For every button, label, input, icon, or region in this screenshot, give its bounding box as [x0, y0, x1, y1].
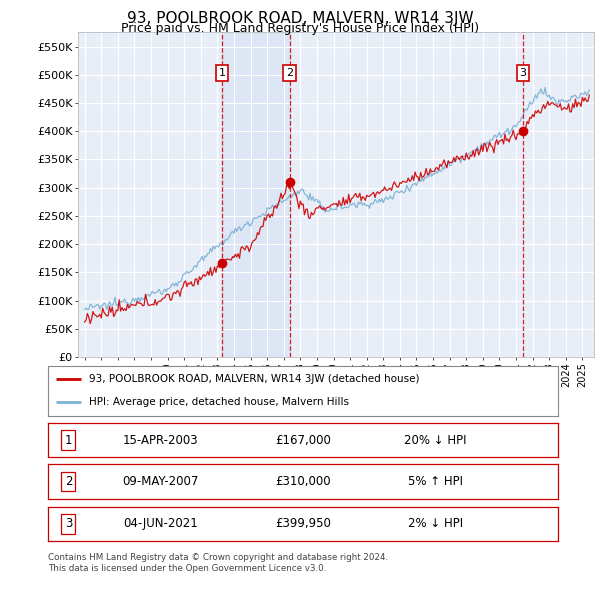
- Text: 93, POOLBROOK ROAD, MALVERN, WR14 3JW: 93, POOLBROOK ROAD, MALVERN, WR14 3JW: [127, 11, 473, 25]
- Text: HPI: Average price, detached house, Malvern Hills: HPI: Average price, detached house, Malv…: [89, 398, 349, 408]
- Text: 3: 3: [65, 517, 72, 530]
- Text: £167,000: £167,000: [275, 434, 331, 447]
- Bar: [222, 32, 290, 357]
- Text: 3: 3: [520, 68, 527, 78]
- Text: £310,000: £310,000: [275, 475, 331, 488]
- Text: 15-APR-2003: 15-APR-2003: [122, 434, 198, 447]
- Text: This data is licensed under the Open Government Licence v3.0.: This data is licensed under the Open Gov…: [48, 565, 326, 573]
- Text: £399,950: £399,950: [275, 517, 331, 530]
- Text: 93, POOLBROOK ROAD, MALVERN, WR14 3JW (detached house): 93, POOLBROOK ROAD, MALVERN, WR14 3JW (d…: [89, 374, 419, 384]
- Text: 2% ↓ HPI: 2% ↓ HPI: [408, 517, 463, 530]
- Text: 20% ↓ HPI: 20% ↓ HPI: [404, 434, 467, 447]
- Text: 2: 2: [65, 475, 72, 488]
- Text: Price paid vs. HM Land Registry's House Price Index (HPI): Price paid vs. HM Land Registry's House …: [121, 22, 479, 35]
- Text: Contains HM Land Registry data © Crown copyright and database right 2024.: Contains HM Land Registry data © Crown c…: [48, 553, 388, 562]
- Text: 1: 1: [218, 68, 226, 78]
- Text: 04-JUN-2021: 04-JUN-2021: [123, 517, 197, 530]
- Text: 09-MAY-2007: 09-MAY-2007: [122, 475, 199, 488]
- Text: 5% ↑ HPI: 5% ↑ HPI: [408, 475, 463, 488]
- Text: 1: 1: [65, 434, 72, 447]
- Text: 2: 2: [286, 68, 293, 78]
